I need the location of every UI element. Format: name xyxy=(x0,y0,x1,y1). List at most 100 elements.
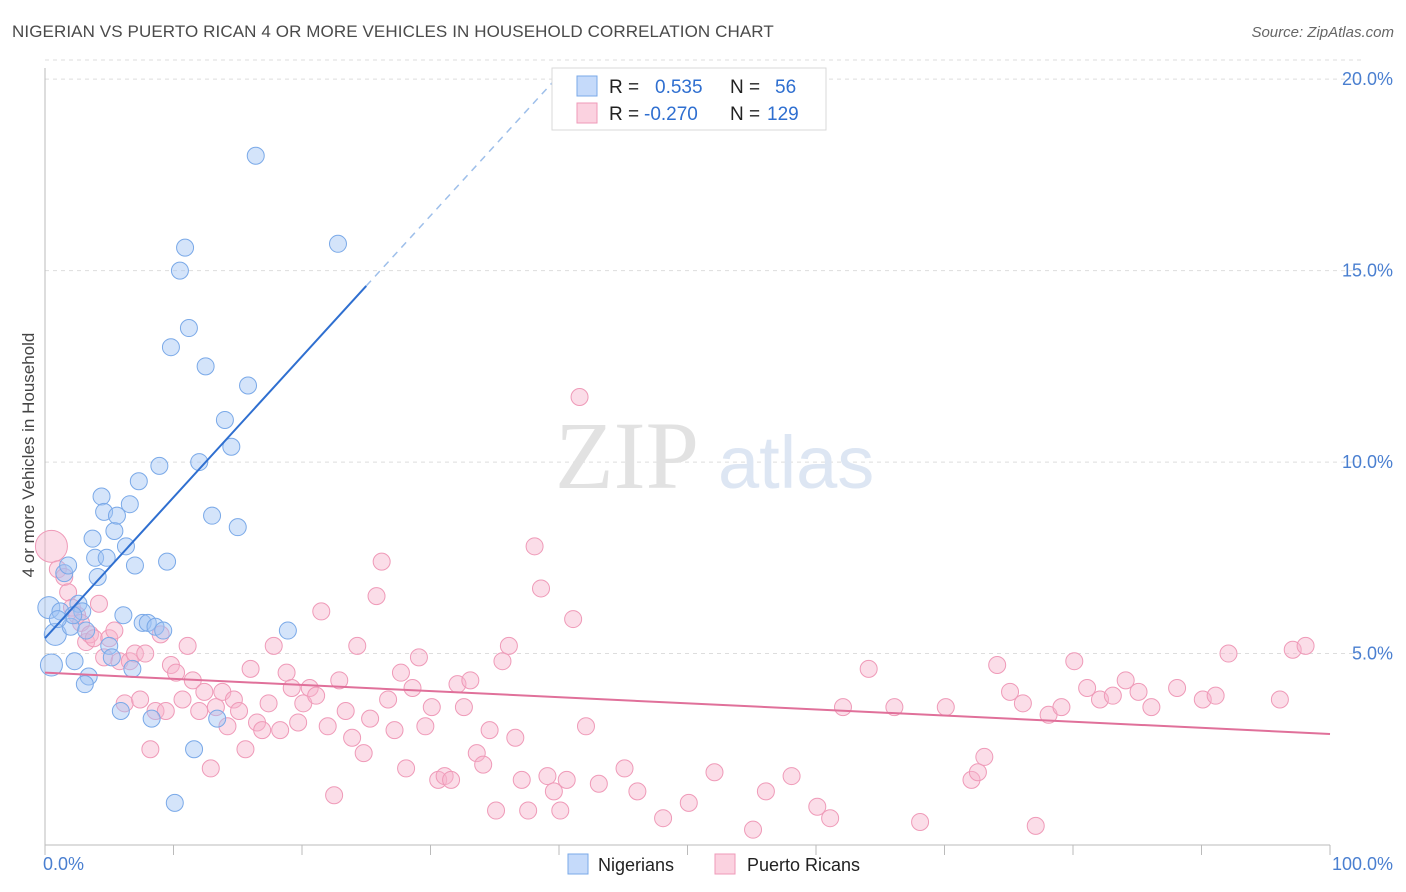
puerto-ricans-point xyxy=(55,567,74,586)
puerto-ricans-point xyxy=(885,698,904,717)
puerto-ricans-point xyxy=(628,782,647,801)
puerto-ricans-point xyxy=(744,820,763,839)
nigerians-point xyxy=(120,495,139,514)
nigerians-point xyxy=(208,709,227,728)
puerto-ricans-point xyxy=(1142,698,1161,717)
nigerians-point xyxy=(161,338,180,357)
puerto-ricans-point xyxy=(1296,636,1315,655)
puerto-ricans-point xyxy=(84,629,103,648)
nigerians-n-value: 56 xyxy=(775,77,796,98)
legend-swatch-nigerians xyxy=(567,853,589,875)
puerto-ricans-point xyxy=(474,755,493,774)
nigerians-r-value: 0.535 xyxy=(655,77,703,98)
nigerians-point xyxy=(75,675,94,694)
puerto-ricans-point xyxy=(506,728,525,747)
puerto-ricans-point xyxy=(136,644,155,663)
puerto-ricans-point xyxy=(391,663,410,682)
puerto-ricans-n-label: N = xyxy=(730,104,760,125)
puerto-ricans-point xyxy=(125,644,144,663)
nigerians-point xyxy=(77,621,96,640)
nigerians-point xyxy=(114,606,133,625)
puerto-ricans-point xyxy=(409,648,428,667)
stats-legend: R = 0.535 N = 56 R = -0.270 N = 129 xyxy=(551,67,827,131)
puerto-ricans-point xyxy=(1219,644,1238,663)
nigerians-point xyxy=(170,261,189,280)
puerto-ricans-point xyxy=(206,698,225,717)
nigerians-point xyxy=(64,606,83,625)
puerto-ricans-point xyxy=(224,690,243,709)
watermark-atlas: atlas xyxy=(718,421,874,504)
nigerians-point xyxy=(37,596,61,620)
trend-lines xyxy=(44,74,1331,735)
puerto-ricans-point xyxy=(105,621,124,640)
x-tick-label-max: 100.0% xyxy=(1332,854,1393,874)
puerto-ricans-point xyxy=(277,663,296,682)
nigerians-point xyxy=(83,529,102,548)
puerto-ricans-point xyxy=(259,694,278,713)
nigerians-point xyxy=(228,518,247,537)
puerto-ricans-n-value: 129 xyxy=(767,104,799,125)
y-tick-label-3: 20.0% xyxy=(1342,69,1393,89)
y-tick-label-0: 5.0% xyxy=(1352,644,1393,664)
puerto-ricans-point xyxy=(300,679,319,697)
puerto-ricans-point xyxy=(1206,686,1225,705)
puerto-ricans-point xyxy=(975,747,994,766)
puerto-ricans-point xyxy=(544,782,563,801)
x-tick-label-min: 0.0% xyxy=(43,854,84,874)
nigerians-point xyxy=(92,487,111,506)
puerto-ricans-point xyxy=(195,682,214,701)
y-tick-label-2: 15.0% xyxy=(1342,261,1393,281)
nigerians-point xyxy=(278,621,297,640)
puerto-ricans-point xyxy=(330,671,349,690)
nigerians-point xyxy=(107,506,126,525)
ticks: 5.0% 10.0% 15.0% 20.0% 0.0% 100.0% xyxy=(43,69,1393,874)
puerto-ricans-point xyxy=(264,636,283,655)
puerto-ricans-point xyxy=(372,552,391,571)
puerto-ricans-point xyxy=(679,793,698,812)
puerto-ricans-r-label: R = xyxy=(609,104,639,125)
stats-box xyxy=(551,67,827,131)
puerto-ricans-point xyxy=(936,698,955,717)
y-axis-label: 4 or more Vehicles in Household xyxy=(19,333,38,578)
puerto-ricans-point xyxy=(403,679,422,697)
puerto-ricans-r-value: -0.270 xyxy=(644,104,698,125)
puerto-ricans-point xyxy=(1013,694,1032,713)
puerto-ricans-point xyxy=(988,656,1007,675)
puerto-ricans-point xyxy=(499,636,518,655)
puerto-ricans-point xyxy=(201,759,220,778)
puerto-ricans-point xyxy=(34,529,68,563)
puerto-ricans-point xyxy=(190,701,209,720)
puerto-ricans-point xyxy=(343,728,362,747)
puerto-ricans-point xyxy=(178,636,197,655)
nigerians-point xyxy=(100,636,119,655)
puerto-ricans-point xyxy=(385,721,404,740)
puerto-ricans-point xyxy=(173,690,192,709)
nigerians-point xyxy=(246,146,265,165)
puerto-ricans-point xyxy=(615,759,634,778)
puerto-ricans-point xyxy=(1078,679,1097,697)
nigerians-point xyxy=(165,793,184,812)
puerto-ricans-point xyxy=(1116,671,1135,690)
puerto-ricans-point xyxy=(422,698,441,717)
puerto-ricans-point xyxy=(576,717,595,736)
puerto-ricans-point xyxy=(1052,698,1071,717)
puerto-ricans-point xyxy=(525,537,544,556)
puerto-ricans-stats-swatch xyxy=(576,102,598,124)
bottom-legend: Nigerians Puerto Ricans xyxy=(567,853,860,875)
puerto-ricans-point xyxy=(416,717,435,736)
nigerians-point xyxy=(48,610,67,629)
nigerians-point xyxy=(116,537,135,556)
puerto-ricans-point xyxy=(367,587,386,606)
watermark-zip: ZIP xyxy=(555,402,699,509)
nigerians-point xyxy=(222,437,241,456)
axes xyxy=(44,68,1331,855)
puerto-ricans-point xyxy=(95,648,114,667)
puerto-ricans-points xyxy=(34,387,1315,839)
puerto-ricans-point xyxy=(782,767,801,786)
nigerians-point xyxy=(142,709,161,728)
puerto-ricans-point xyxy=(512,770,531,789)
nigerians-point xyxy=(239,376,258,395)
puerto-ricans-point xyxy=(1129,682,1148,701)
nigerians-point xyxy=(328,234,347,253)
